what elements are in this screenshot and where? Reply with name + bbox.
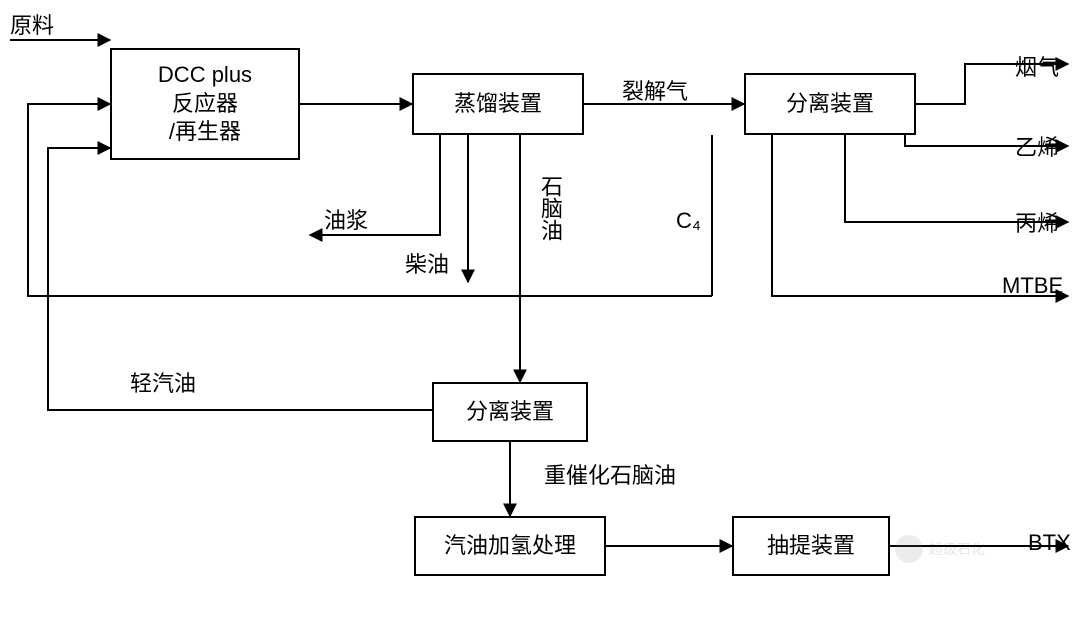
label-ethylene: 乙烯 [1015, 130, 1059, 162]
label-crackgas: 裂解气 [622, 74, 688, 106]
node-sep1: 分离装置 [744, 73, 916, 135]
label-lightgas: 轻汽油 [130, 366, 196, 398]
label-flue: 烟气 [1015, 50, 1059, 82]
label-slurry: 油浆 [324, 203, 368, 235]
node-dcc: DCC plus 反应器 /再生器 [110, 48, 300, 160]
label-propylene: 丙烯 [1015, 206, 1059, 238]
node-distill: 蒸馏装置 [412, 73, 584, 135]
flowchart-diagram: DCC plus 反应器 /再生器 蒸馏装置 分离装置 分离装置 汽油加氢处理 … [0, 0, 1080, 624]
label-btx: BTX [1028, 530, 1071, 556]
edge-sep2-lightgas-dcc [48, 148, 432, 410]
node-sep2: 分离装置 [432, 382, 588, 442]
label-hvnaphtha: 重催化石脑油 [544, 458, 676, 490]
label-mtbe: MTBE [1002, 273, 1063, 299]
label-c4: C₄ [676, 208, 701, 234]
label-feed: 原料 [10, 8, 54, 40]
node-hydro: 汽油加氢处理 [414, 516, 606, 576]
label-diesel: 柴油 [405, 247, 449, 279]
label-naphtha: 石脑油 [534, 175, 566, 241]
node-extract: 抽提装置 [732, 516, 890, 576]
